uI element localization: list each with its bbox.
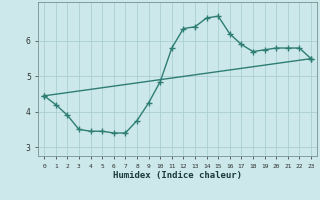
X-axis label: Humidex (Indice chaleur): Humidex (Indice chaleur) [113,171,242,180]
